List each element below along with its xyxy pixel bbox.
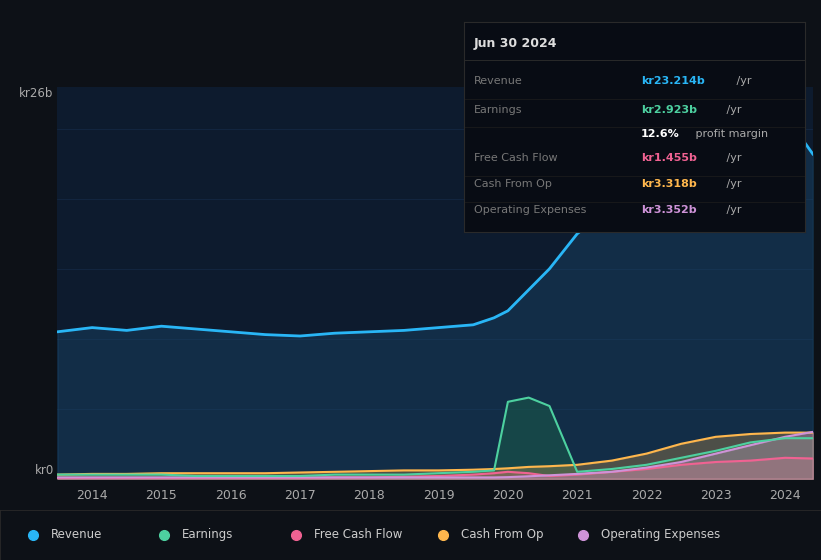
Text: kr26b: kr26b [20,87,53,100]
Text: Cash From Op: Cash From Op [474,179,552,189]
Text: Earnings: Earnings [474,105,523,115]
Text: 12.6%: 12.6% [641,129,680,139]
Text: Earnings: Earnings [182,528,234,542]
Text: /yr: /yr [733,76,751,86]
Text: Operating Expenses: Operating Expenses [474,206,586,216]
Text: kr3.318b: kr3.318b [641,179,697,189]
Text: kr3.352b: kr3.352b [641,206,697,216]
Text: profit margin: profit margin [692,129,768,139]
Text: kr1.455b: kr1.455b [641,153,697,163]
Text: Jun 30 2024: Jun 30 2024 [474,37,557,50]
Text: kr23.214b: kr23.214b [641,76,704,86]
Text: Free Cash Flow: Free Cash Flow [314,528,402,542]
Text: /yr: /yr [722,153,741,163]
Text: kr2.923b: kr2.923b [641,105,697,115]
Text: Operating Expenses: Operating Expenses [601,528,720,542]
Text: /yr: /yr [722,105,741,115]
Text: Revenue: Revenue [474,76,523,86]
Text: /yr: /yr [722,206,741,216]
Text: Cash From Op: Cash From Op [461,528,544,542]
Text: /yr: /yr [722,179,741,189]
Text: Free Cash Flow: Free Cash Flow [474,153,557,163]
Text: kr0: kr0 [34,464,53,477]
Text: Revenue: Revenue [51,528,103,542]
